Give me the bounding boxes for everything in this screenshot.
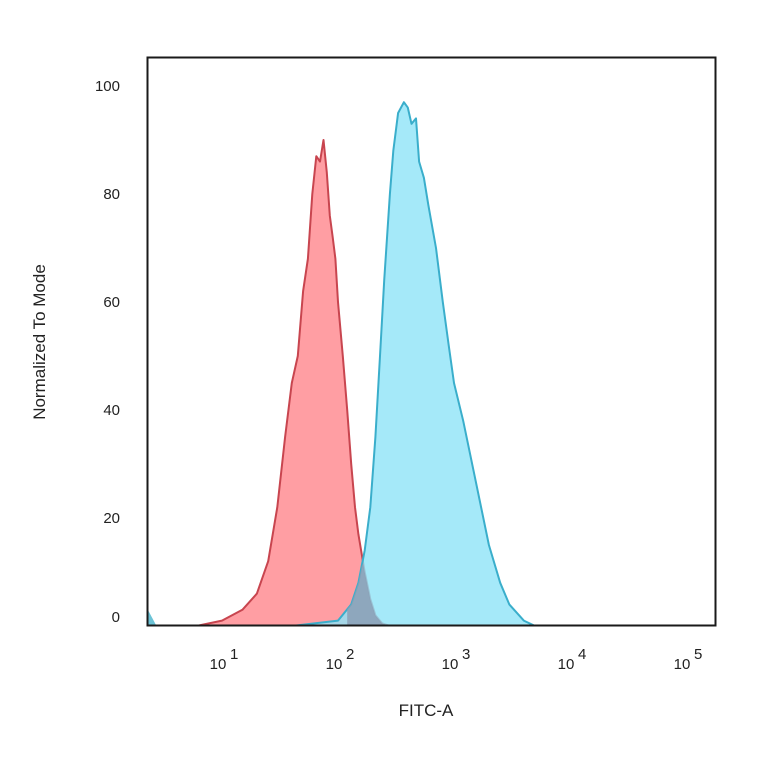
overlap-region [347, 563, 388, 625]
x-tick-label-base: 10 [210, 656, 227, 673]
x-tick-label-exponent: 4 [578, 646, 586, 663]
x-tick-label-exponent: 2 [346, 646, 354, 663]
x-tick-label-base: 10 [558, 656, 575, 673]
y-tick-label: 40 [103, 402, 120, 419]
series-line-stained [148, 101, 536, 625]
left-edge-sliver [148, 610, 156, 625]
y-tick-label: 0 [112, 609, 120, 626]
y-axis-title: Normalized To Mode [30, 264, 49, 420]
x-tick-label-base: 10 [326, 656, 343, 673]
y-tick-label: 80 [103, 186, 120, 203]
series-area-control [201, 140, 388, 625]
x-tick-label-exponent: 1 [230, 646, 238, 663]
x-tick-label-exponent: 5 [694, 646, 702, 663]
series-line-control [148, 139, 391, 625]
plot-frame [146, 56, 717, 627]
series-area-stained [300, 102, 534, 625]
x-tick-label-base: 10 [442, 656, 459, 673]
y-tick-label: 20 [103, 510, 120, 527]
y-tick-label: 60 [103, 294, 120, 311]
x-tick-label-base: 10 [674, 656, 691, 673]
histogram-series [148, 101, 536, 625]
x-axis-title: FITC-A [399, 701, 454, 720]
y-axis-ticks: 0 20 40 60 80 100 [95, 78, 120, 626]
y-tick-label: 100 [95, 78, 120, 95]
x-tick-label-exponent: 3 [462, 646, 470, 663]
